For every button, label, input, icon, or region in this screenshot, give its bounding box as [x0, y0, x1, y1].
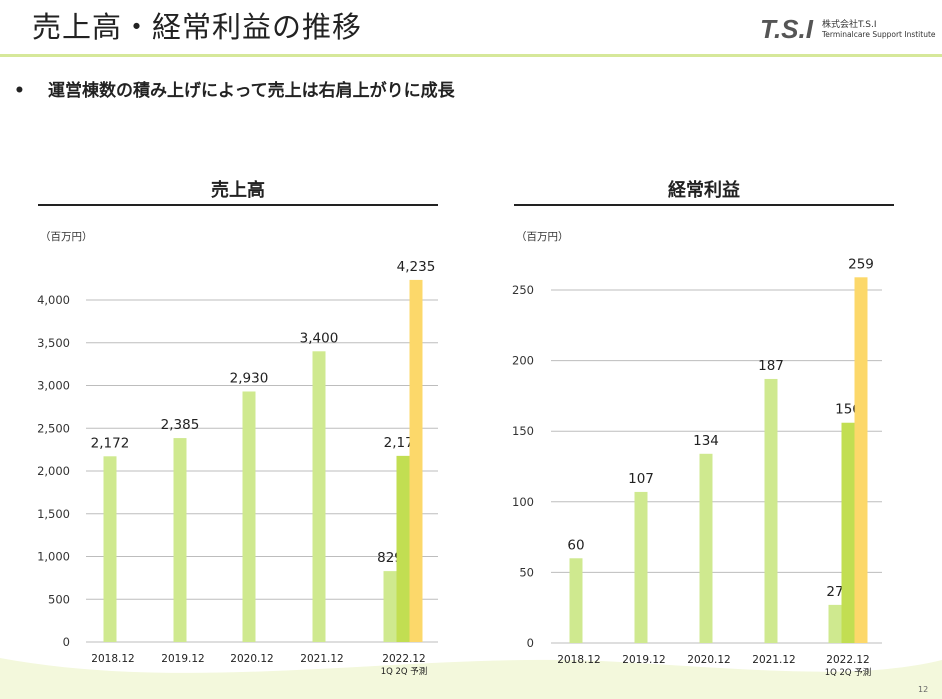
footer-wave: [0, 658, 942, 699]
profit-bar-2022-12-1Q: [828, 604, 842, 643]
profit-x-tick-label: 2020.12: [687, 654, 730, 666]
sales-chart: 0 500 1,000 1,500 2,000 2,500 3,000 3,500 4,000 2…: [37, 259, 438, 677]
sales-bar-2022-12-1Q: [383, 571, 397, 642]
profit-data-label: 187: [758, 358, 784, 374]
sales-y-tick-label: 4,000: [37, 293, 70, 307]
svg-text:T.S.I: T.S.I: [760, 14, 814, 42]
sales-data-label: 2,172: [91, 435, 130, 451]
sales-bar-2020-12: [242, 391, 256, 642]
profit-data-label: 156: [835, 402, 861, 418]
profit-bar-2018-12: [569, 558, 583, 643]
profit-data-label: 134: [693, 433, 719, 449]
chart-title-rule-sales: [38, 204, 438, 206]
sales-data-label: 829: [377, 550, 403, 566]
sales-x-tick-label: 2021.12: [300, 653, 343, 665]
sales-y-tick-label: 500: [48, 592, 70, 606]
profit-bar-2019-12: [634, 491, 648, 643]
profit-x-tick-label: 2021.12: [752, 654, 795, 666]
sales-data-label: 4,235: [397, 259, 436, 275]
sales-bar-2021-12: [312, 351, 326, 642]
profit-y-tick-label: 250: [512, 283, 534, 297]
page-title: 売上高・経常利益の推移: [32, 10, 363, 44]
sales-x-tick-label: 2020.12: [230, 653, 273, 665]
chart-unit-profit: （百万円）: [516, 231, 569, 243]
profit-y-tick-label: 200: [512, 354, 534, 368]
sales-y-tick-label: 2,000: [37, 464, 70, 478]
profit-bar-2021-12: [764, 378, 778, 643]
profit-bar-2022-12-予測: [854, 277, 868, 643]
sales-data-label: 2,385: [161, 417, 200, 433]
sales-y-tick-label: 1,000: [37, 550, 70, 564]
sales-bar-2022-12-予測: [409, 279, 423, 642]
profit-data-label: 60: [567, 537, 584, 553]
profit-x-sub-label: 1Q 2Q 予測: [825, 667, 872, 678]
logo-company-name: 株式会社T.S.I: [822, 20, 877, 30]
sales-y-tick-label: 0: [63, 635, 70, 649]
profit-bar-2022-12-2Q: [841, 422, 855, 643]
sales-bar-2018-12: [103, 456, 117, 642]
sales-bar-2022-12-2Q: [396, 455, 410, 642]
profit-y-tick-label: 0: [527, 636, 534, 650]
sales-x-sub-label: 1Q 2Q 予測: [381, 666, 428, 677]
sales-y-tick-label: 3,500: [37, 336, 70, 350]
bullet-point: • 運営棟数の積み上げによって売上は右肩上がりに成長: [14, 76, 455, 101]
profit-x-tick-label: 2022.12: [826, 654, 869, 666]
page-number: 12: [918, 685, 929, 694]
profit-data-label: 107: [628, 471, 654, 487]
company-logo: T.S.I 株式会社T.S.I Terminalcare Support Ins…: [760, 14, 940, 44]
tsi-logo-mark: T.S.I: [760, 14, 814, 42]
sales-data-label: 2,930: [230, 370, 269, 386]
profit-x-tick-label: 2018.12: [557, 654, 600, 666]
sales-x-tick-label: 2019.12: [161, 653, 204, 665]
sales-data-label: 3,400: [300, 330, 339, 346]
profit-y-tick-label: 100: [512, 495, 534, 509]
chart-title-sales: 売上高: [211, 180, 265, 201]
bullet-text: 運営棟数の積み上げによって売上は右肩上がりに成長: [48, 81, 455, 101]
sales-x-tick-label: 2018.12: [91, 653, 134, 665]
profit-data-label: 27: [826, 584, 843, 600]
sales-y-tick-label: 1,500: [37, 507, 70, 521]
logo-company-english: Terminalcare Support Institute: [822, 30, 936, 39]
chart-unit-sales: （百万円）: [40, 231, 93, 243]
sales-bar-2019-12: [173, 438, 187, 642]
sales-y-tick-label: 2,500: [37, 421, 70, 435]
chart-title-rule-profit: [514, 204, 894, 206]
profit-y-tick-label: 50: [519, 565, 534, 579]
profit-data-label: 259: [848, 256, 874, 272]
chart-title-profit: 経常利益: [668, 180, 740, 201]
title-rule: [0, 54, 942, 57]
bullet-dot: •: [14, 81, 25, 101]
profit-bar-2020-12: [699, 453, 713, 643]
profit-x-tick-label: 2019.12: [622, 654, 665, 666]
profit-y-tick-label: 150: [512, 424, 534, 438]
sales-y-tick-label: 3,000: [37, 379, 70, 393]
sales-x-tick-label: 2022.12: [382, 653, 425, 665]
